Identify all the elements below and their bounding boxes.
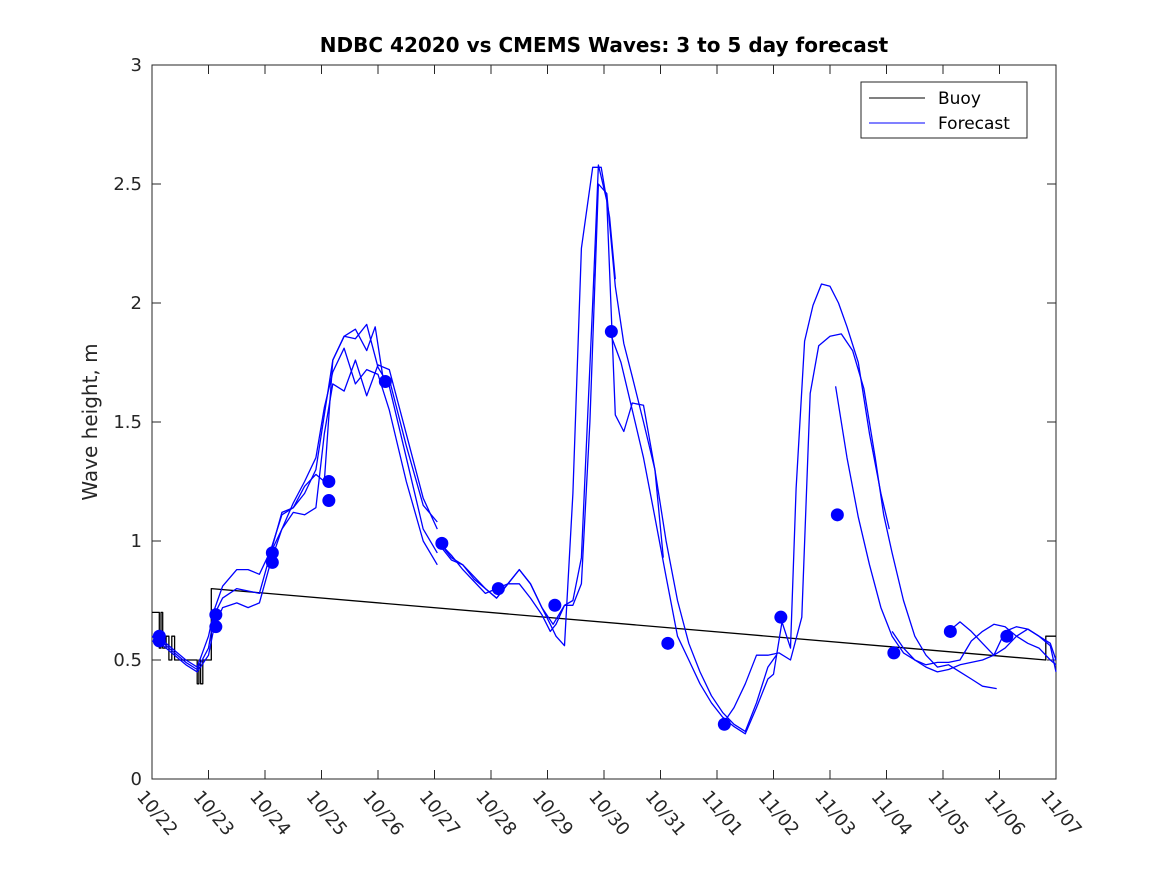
forecast-start-marker: [774, 610, 788, 624]
forecast-start-marker: [1000, 629, 1014, 643]
forecast-series-line-3: [151, 323, 438, 668]
forecast-series-line-10: [834, 386, 1057, 666]
legend-label-buoy: Buoy: [938, 89, 981, 109]
forecast-start-marker: [491, 582, 505, 596]
y-tick-label: 2: [131, 293, 142, 314]
series-layer: [151, 164, 1057, 735]
forecast-series-line-9: [722, 333, 997, 725]
legend: Buoy Forecast: [860, 81, 1028, 139]
legend-box: [860, 81, 1028, 139]
forecast-start-marker: [887, 646, 901, 660]
forecast-series-line-2: [151, 359, 438, 673]
forecast-start-marker: [209, 608, 223, 622]
forecast-start-marker: [322, 494, 336, 508]
chart-title: NDBC 42020 vs CMEMS Waves: 3 to 5 day fo…: [320, 33, 889, 57]
forecast-start-marker: [548, 598, 562, 612]
y-tick-label: 3: [131, 55, 142, 76]
forecast-series-line-1: [151, 347, 438, 671]
forecast-start-marker: [265, 555, 279, 569]
forecast-start-marker: [830, 508, 844, 522]
y-tick-label: 1.5: [113, 412, 142, 433]
y-tick-label: 2.5: [113, 174, 142, 195]
forecast-start-marker: [661, 636, 675, 650]
forecast-start-marker: [435, 536, 449, 550]
forecast-start-marker: [209, 620, 223, 634]
forecast-series-line-8: [608, 283, 890, 735]
forecast-series-line-4: [269, 326, 438, 554]
y-tick-label: 0: [131, 769, 142, 790]
forecast-series-line-12: [948, 621, 1057, 673]
y-axis-label: Wave height, m: [78, 343, 102, 500]
forecast-start-marker: [943, 624, 957, 638]
y-tick-label: 0.5: [113, 650, 142, 671]
forecast-start-marker: [378, 375, 392, 389]
forecast-start-marker: [604, 325, 618, 339]
legend-label-forecast: Forecast: [938, 114, 1010, 134]
plot-area: [151, 64, 1057, 780]
marker-layer: [152, 325, 1014, 731]
forecast-series-line-6: [439, 164, 664, 633]
y-tick-label: 1: [131, 531, 142, 552]
forecast-start-marker: [322, 475, 336, 488]
forecast-start-marker: [152, 634, 166, 648]
forecast-start-marker: [717, 717, 731, 731]
y-axis: 0 0.5 1 1.5 2 2.5 3: [113, 55, 1056, 790]
forecast-start-marker: [265, 546, 279, 560]
